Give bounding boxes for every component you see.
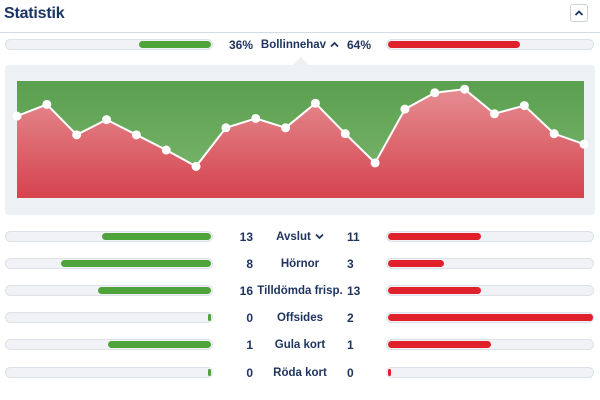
- possession-point: [281, 123, 291, 133]
- stat-label-cell: Tilldömda frisp.: [253, 283, 347, 299]
- chevron-down-icon: [315, 229, 324, 245]
- possession-toggle[interactable]: Bollinnehav: [253, 37, 347, 53]
- possession-point: [72, 130, 82, 140]
- possession-row: 36% Bollinnehav 64%: [0, 37, 600, 53]
- stat-home-fill: [108, 341, 211, 348]
- stat-home-bar: [5, 367, 213, 378]
- stat-row: 8 Hörnor 3: [0, 256, 600, 272]
- stat-away-bar: [386, 339, 594, 350]
- stat-home-value: 1: [246, 338, 253, 352]
- chart-pointer: [292, 57, 310, 66]
- stat-home-bar: [5, 339, 213, 350]
- stat-home-bar: [5, 285, 213, 296]
- chevron-up-icon: [574, 10, 584, 16]
- stat-home-value: 16: [239, 284, 253, 298]
- possession-point: [161, 145, 171, 155]
- possession-point: [430, 88, 440, 98]
- possession-point: [191, 161, 201, 171]
- stat-home-fill: [98, 287, 211, 294]
- stat-away-value: 0: [347, 366, 354, 380]
- possession-point: [102, 115, 112, 125]
- stat-away-bar: [386, 231, 594, 242]
- possession-point: [489, 109, 499, 119]
- stats-header: Statistik: [0, 0, 600, 33]
- stat-home-fill: [61, 260, 211, 267]
- possession-home-fill: [139, 41, 211, 48]
- stat-label: Tilldömda frisp.: [257, 285, 343, 297]
- possession-point: [549, 129, 559, 139]
- stat-away-value: 13: [347, 284, 361, 298]
- possession-point: [42, 99, 52, 109]
- stat-away-fill: [388, 341, 491, 348]
- possession-point: [221, 123, 231, 133]
- section-title: Statistik: [4, 5, 65, 22]
- stat-label: Avslut: [276, 231, 311, 244]
- stat-away-value: 3: [347, 257, 354, 271]
- stat-home-fill: [208, 369, 211, 376]
- stat-away-value: 1: [347, 338, 354, 352]
- stat-home-value: 0: [246, 366, 253, 380]
- stat-home-bar: [5, 312, 213, 323]
- stat-row: 0 Röda kort 0: [0, 365, 600, 381]
- stat-home-value: 0: [246, 311, 253, 325]
- stat-label-cell: Gula kort: [253, 337, 347, 353]
- possession-home-value: 36%: [228, 38, 253, 52]
- stat-away-value: 11: [347, 230, 360, 244]
- stat-label-cell: Röda kort: [253, 365, 347, 381]
- stat-away-value: 2: [347, 311, 354, 325]
- stat-away-fill: [388, 260, 444, 267]
- possession-chart-svg: [12, 81, 589, 198]
- possession-home-bar: [5, 39, 213, 50]
- possession-point: [340, 129, 350, 139]
- possession-point: [460, 84, 470, 94]
- possession-point: [310, 98, 320, 108]
- possession-point: [579, 139, 589, 149]
- possession-away-bar: [386, 39, 594, 50]
- possession-point: [251, 113, 261, 123]
- stat-home-bar: [5, 258, 213, 269]
- stat-label: Röda kort: [273, 367, 327, 379]
- chevron-up-icon: [330, 37, 339, 53]
- stat-label-cell: Offsides: [253, 310, 347, 326]
- collapse-button[interactable]: [570, 4, 588, 22]
- stat-label: Gula kort: [274, 339, 326, 351]
- stat-row: 1 Gula kort 1: [0, 337, 600, 353]
- stat-away-bar: [386, 367, 594, 378]
- stat-label: Offsides: [276, 312, 323, 324]
- possession-away-fill: [388, 41, 520, 48]
- stat-row: 0 Offsides 2: [0, 310, 600, 326]
- stat-home-value: 8: [246, 257, 253, 271]
- possession-label: Bollinnehav: [260, 39, 327, 52]
- possession-point: [131, 130, 141, 140]
- stat-label: Hörnor: [280, 258, 320, 270]
- possession-point: [519, 101, 529, 111]
- possession-point: [400, 104, 410, 114]
- possession-point: [12, 111, 22, 121]
- stat-toggle[interactable]: Avslut: [253, 229, 347, 245]
- stat-away-fill: [388, 314, 593, 321]
- possession-away-value: 64%: [347, 38, 372, 52]
- stat-home-bar: [5, 231, 213, 242]
- stat-away-bar: [386, 258, 594, 269]
- stat-away-fill: [388, 369, 391, 376]
- stat-away-fill: [388, 233, 481, 240]
- stat-row: 16 Tilldömda frisp. 13: [0, 283, 600, 299]
- away-possession-area: [17, 89, 584, 198]
- stat-home-value: 13: [239, 230, 253, 244]
- stat-away-fill: [388, 287, 481, 294]
- stat-home-fill: [208, 314, 211, 321]
- stat-away-bar: [386, 312, 594, 323]
- possession-line: [16, 88, 585, 168]
- stat-label-cell: Hörnor: [253, 256, 347, 272]
- stat-row: 13 Avslut 11: [0, 229, 600, 245]
- stat-home-fill: [102, 233, 211, 240]
- possession-point: [370, 158, 380, 168]
- possession-chart: [5, 65, 595, 215]
- stat-away-bar: [386, 285, 594, 296]
